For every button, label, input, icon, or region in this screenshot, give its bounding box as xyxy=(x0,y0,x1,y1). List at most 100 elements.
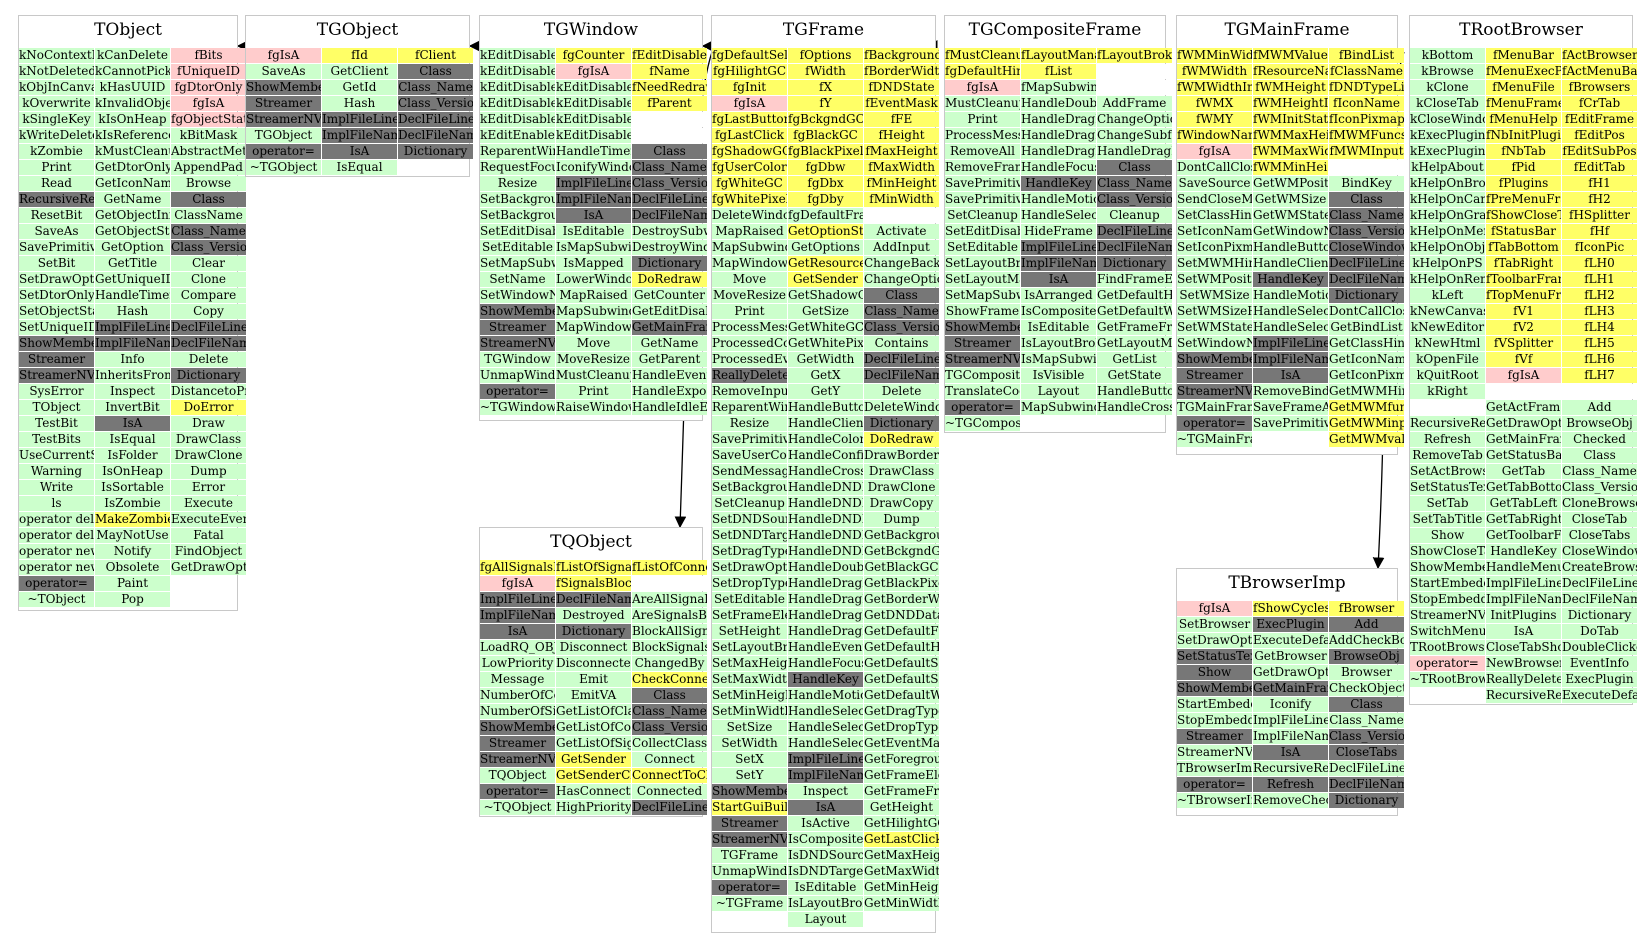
member-changedby: ChangedBy xyxy=(632,656,707,671)
member-setbackgroundcolor: SetBackgroundColor xyxy=(480,192,555,207)
member-getsender: GetSender xyxy=(788,272,863,287)
member-info: Info xyxy=(95,352,170,367)
member-flh1: fLH1 xyxy=(1562,272,1637,287)
member-streamer: Streamer xyxy=(945,336,1020,351)
member-declfilename: DeclFileName xyxy=(1562,592,1637,607)
member-closetabs: CloseTabs xyxy=(1329,745,1404,760)
member-moveresize: MoveResize xyxy=(712,288,787,303)
member-knocontextmenu: kNoContextMenu xyxy=(19,48,94,63)
member-removeall: RemoveAll xyxy=(945,144,1020,159)
member-showmembers: ShowMembers xyxy=(712,784,787,799)
member-fgwhitegc: fgWhiteGC xyxy=(712,176,787,191)
member-saveprimitivesubframes: SavePrimitiveSubframes xyxy=(945,192,1020,207)
member-showmembers: ShowMembers xyxy=(19,336,94,351)
member-getlistofsignals: GetListOfSignals xyxy=(556,736,631,751)
member-fgdefaultselectedbackground: fgDefaultSelectedBackground xyxy=(712,48,787,63)
member-flh2: fLH2 xyxy=(1562,288,1637,303)
member-getcounter: GetCounter xyxy=(632,288,707,303)
member-clone: Clone xyxy=(171,272,246,287)
member-dontcallclose: DontCallClose xyxy=(1329,304,1404,319)
member-changeoptions: ChangeOptions xyxy=(864,272,939,287)
member-operator-delete: operator delete xyxy=(19,512,94,527)
member-setframeelement: SetFrameElement xyxy=(712,608,787,623)
member-contains: Contains xyxy=(864,336,939,351)
member-trootbrowser: ~TRootBrowser xyxy=(1410,672,1485,687)
member-fgdby: fgDby xyxy=(788,192,863,207)
member-flayoutmanager: fLayoutManager xyxy=(1021,48,1096,63)
member-setbrowser: SetBrowser xyxy=(1177,617,1252,632)
member-gettoolbarframe: GetToolbarFrame xyxy=(1486,528,1561,543)
member-fbrowser: fBrowser xyxy=(1329,601,1404,616)
member-showmembers: ShowMembers xyxy=(1410,560,1485,575)
member-invertbit: InvertBit xyxy=(95,400,170,415)
member-setlayoutmanager: SetLayoutManager xyxy=(945,272,1020,287)
member-implfilename: ImplFileName xyxy=(95,336,170,351)
member-isequal: IsEqual xyxy=(95,432,170,447)
member-seteditable: SetEditable xyxy=(712,592,787,607)
member-fmwmfuncs: fMWMFuncs xyxy=(1329,128,1404,143)
member-fshowcycles: fShowCycles xyxy=(1253,601,1328,616)
member-isa: IsA xyxy=(1253,745,1328,760)
member-kclosewindow: kCloseWindow xyxy=(1410,112,1485,127)
class-box-tgcompositeframe: TGCompositeFramefMustCleanupfgDefaultHin… xyxy=(944,15,1172,433)
member-setbackgroundpixmap: SetBackgroundPixmap xyxy=(480,208,555,223)
member-kzombie: kZombie xyxy=(19,144,94,159)
member-declfileline: DeclFileLine xyxy=(1562,576,1637,591)
member-isa: IsA xyxy=(322,144,397,159)
member-operator: operator= xyxy=(1177,416,1252,431)
member-handledragleave: HandleDragLeave xyxy=(1097,144,1172,159)
member-fy: fY xyxy=(788,96,863,111)
member-obsolete: Obsolete xyxy=(95,560,170,575)
member-aresignalsblocked: AreSignalsBlocked xyxy=(632,608,707,623)
member-kinvalidobject: kInvalidObject xyxy=(95,96,170,111)
member-streamer: Streamer xyxy=(480,736,555,751)
member-khelponmenus: kHelpOnMenus xyxy=(1410,224,1485,239)
member-fnbinitplugins: fNbInitPlugins xyxy=(1486,128,1561,143)
member-geteventmask: GetEventMask xyxy=(864,736,939,751)
member-getdefaultheight: GetDefaultHeight xyxy=(1097,288,1172,303)
member-getbackground: GetBackground xyxy=(864,528,939,543)
member-handledragdrop: HandleDragDrop xyxy=(788,576,863,591)
member-savesource: SaveSource xyxy=(1177,176,1252,191)
member-bindkey: BindKey xyxy=(1329,176,1404,191)
member-inheritsfrom: InheritsFrom xyxy=(95,368,170,383)
member-handlebutton: HandleButton xyxy=(788,400,863,415)
member-ffe: fFE xyxy=(864,112,939,127)
member-getbrowser: GetBrowser xyxy=(1253,649,1328,664)
member-fmaxwidth: fMaxWidth xyxy=(864,160,939,175)
member-keditdisablekeyenable: kEditDisableKeyEnable xyxy=(480,64,555,79)
class-box-tgframe: TGFramefgDefaultSelectedBackgroundfgHili… xyxy=(711,15,939,933)
member-seticonname: SetIconName xyxy=(1177,224,1252,239)
member-getmaxwidth: GetMaxWidth xyxy=(864,864,939,879)
member-keditdisableheight: kEditDisableHeight xyxy=(480,48,555,63)
member-classname: ClassName xyxy=(171,208,246,223)
member-getclasshints: GetClassHints xyxy=(1329,336,1404,351)
member-copy: Copy xyxy=(171,304,246,319)
member-knewhtml: kNewHtml xyxy=(1410,336,1485,351)
member-isdndsource: IsDNDSource xyxy=(788,848,863,863)
member-fborderwidth: fBorderWidth xyxy=(864,64,939,79)
member-newbrowser: NewBrowser xyxy=(1486,656,1561,671)
member-getdefaultwidth: GetDefaultWidth xyxy=(1097,304,1172,319)
member-setwindowname: SetWindowName xyxy=(1177,336,1252,351)
member-khelponcanvas: kHelpOnCanvas xyxy=(1410,192,1485,207)
member-testbit: TestBit xyxy=(19,416,94,431)
member-declfilename: DeclFileName xyxy=(632,208,707,223)
member-getdefaultselectedbackground: GetDefaultSelectedBackground xyxy=(864,656,939,671)
member-getmwmfuncstring: GetMWMfuncString xyxy=(1329,400,1404,415)
member-getlist: GetList xyxy=(1097,352,1172,367)
member-ftopmenuframe: fTopMenuFrame xyxy=(1486,288,1561,303)
member-move: Move xyxy=(712,272,787,287)
member-ficonname: fIconName xyxy=(1329,96,1404,111)
member-declfileline: DeclFileLine xyxy=(171,320,246,335)
member-fatal: Fatal xyxy=(171,528,246,543)
member-fbits: fBits xyxy=(171,48,246,63)
member-flist: fList xyxy=(1021,64,1096,79)
member-fgisa: fgIsA xyxy=(171,96,246,111)
member-fgusercolor: fgUserColor xyxy=(712,160,787,175)
member-class-version: Class_Version xyxy=(864,320,939,335)
member-iseditable: IsEditable xyxy=(556,224,631,239)
member-fwmminheight: fWMMinHeight xyxy=(1253,160,1328,175)
member-clear: Clear xyxy=(171,256,246,271)
